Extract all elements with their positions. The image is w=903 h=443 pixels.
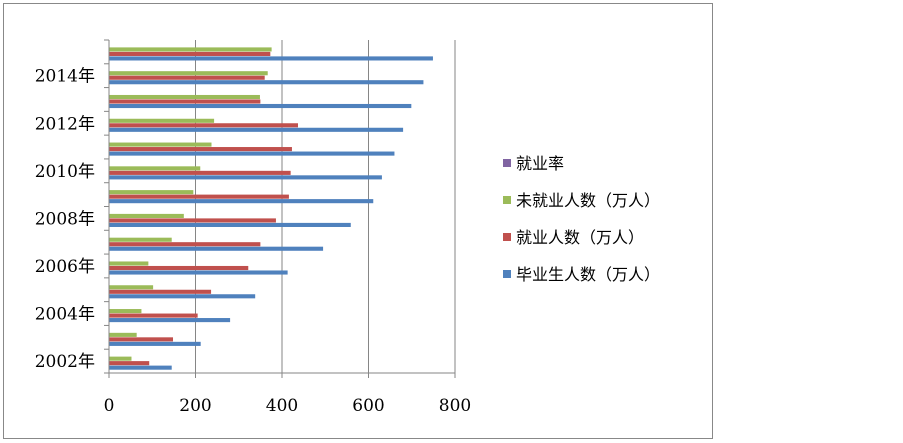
bar — [109, 166, 201, 171]
bar — [109, 309, 142, 314]
bar — [109, 75, 265, 80]
axes — [104, 39, 456, 378]
bar — [109, 142, 212, 147]
legend-item: 毕业生人数（万人） — [503, 265, 660, 284]
y-tick-label: 2014年 — [35, 67, 95, 87]
bar — [109, 261, 149, 266]
bar — [109, 313, 198, 318]
legend-label: 就业率 — [516, 154, 564, 173]
bar — [109, 341, 201, 346]
bar — [109, 218, 276, 223]
bar — [109, 356, 132, 361]
bar — [109, 270, 288, 275]
bar — [109, 175, 382, 180]
x-tick-label: 600 — [352, 396, 384, 416]
y-tick-label: 2010年 — [35, 162, 95, 182]
bar — [109, 194, 289, 199]
bar — [109, 294, 256, 299]
bar — [109, 56, 433, 61]
legend-swatch — [503, 196, 511, 204]
bars — [109, 42, 433, 370]
bar — [109, 285, 154, 290]
y-tick-label: 2008年 — [35, 209, 95, 229]
x-tick-label: 800 — [439, 396, 471, 416]
bar — [109, 103, 412, 109]
bar — [109, 289, 212, 294]
bar — [109, 118, 215, 123]
bar — [109, 151, 395, 156]
bar — [109, 80, 424, 85]
y-tick-label: 2006年 — [35, 257, 95, 277]
bar — [109, 147, 292, 152]
legend-item: 未就业人数（万人） — [503, 191, 660, 210]
bar — [109, 246, 324, 251]
bar — [109, 190, 194, 195]
bar — [109, 51, 271, 56]
tick-labels: 0 200 400 600 800 2002年 2004年 2006年 2008年 2010年 20… — [35, 67, 471, 416]
legend-label: 未就业人数（万人） — [516, 191, 660, 210]
x-tick-label: 200 — [179, 396, 211, 416]
bar — [109, 361, 150, 366]
bar — [109, 94, 260, 100]
bar — [109, 337, 174, 342]
bar — [109, 222, 351, 227]
bar — [109, 71, 268, 76]
y-tick-label: 2002年 — [35, 352, 95, 372]
legend-swatch — [503, 270, 511, 278]
bar — [109, 365, 172, 370]
x-tick-label: 400 — [266, 396, 298, 416]
legend-label: 毕业生人数（万人） — [516, 265, 660, 284]
legend-label: 就业人数（万人） — [516, 228, 644, 247]
y-tick-label: 2004年 — [35, 305, 95, 325]
y-tick-label: 2012年 — [35, 114, 95, 134]
legend-item: 就业率 — [503, 154, 564, 173]
x-tick-label: 0 — [104, 396, 115, 416]
bar — [109, 199, 374, 204]
bar — [109, 332, 137, 337]
legend-swatch — [503, 233, 511, 241]
gridlines — [195, 40, 456, 373]
bar — [109, 127, 404, 132]
bar — [109, 47, 272, 52]
bar — [109, 237, 172, 242]
bar — [109, 213, 184, 218]
bar — [109, 123, 299, 128]
legend-swatch — [503, 159, 511, 167]
bar — [109, 265, 249, 271]
bar — [109, 99, 261, 104]
legend-item: 就业人数（万人） — [503, 228, 644, 247]
bar — [109, 242, 261, 247]
bar — [109, 318, 231, 323]
bar — [109, 170, 291, 175]
